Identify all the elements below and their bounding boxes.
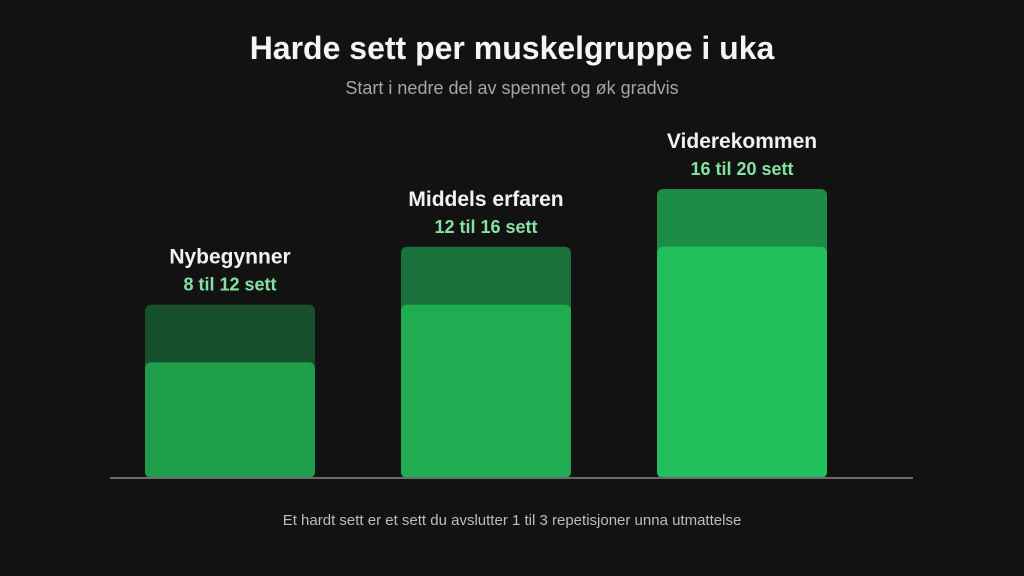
category-label-1: Nybegynner — [169, 246, 290, 269]
range-label-2: 12 til 16 sett — [434, 217, 537, 237]
range-label-3: 16 til 20 sett — [690, 159, 793, 179]
range-label-1: 8 til 12 sett — [183, 275, 276, 295]
chart-subtitle: Start i nedre del av spennet og øk gradv… — [345, 78, 679, 98]
chart-title: Harde sett per muskelgruppe i uka — [249, 30, 775, 66]
chart-footnote: Et hardt sett er et sett du avslutter 1 … — [282, 512, 742, 529]
category-label-2: Middels erfaren — [408, 188, 563, 211]
bar-range-lower-2 — [401, 304, 571, 478]
bar-range-lower-1 — [145, 362, 315, 478]
category-label-3: Viderekommen — [667, 130, 817, 153]
bar-range-lower-3 — [657, 246, 827, 478]
